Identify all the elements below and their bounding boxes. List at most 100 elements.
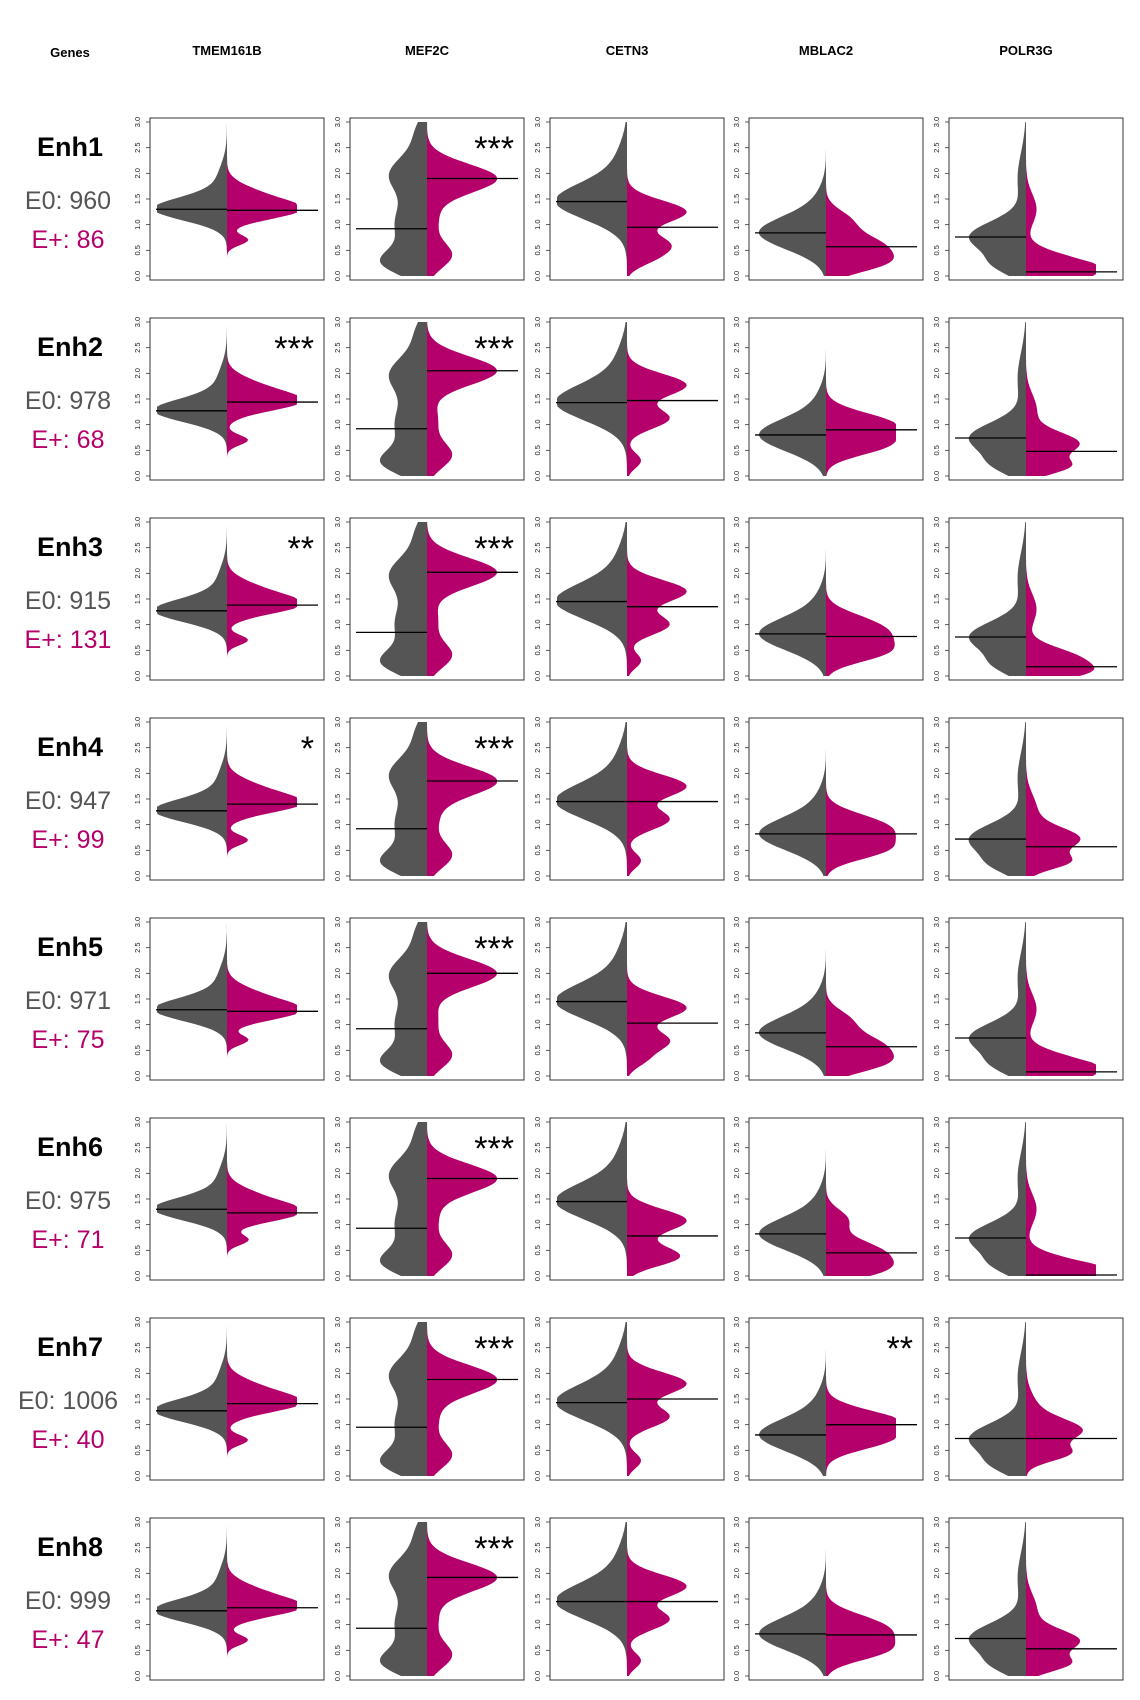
y-tick-label: 1.5 (732, 194, 741, 204)
y-tick-label: 3.0 (533, 917, 542, 927)
y-tick-label: 2.0 (333, 368, 342, 378)
significance-marker: * (301, 730, 314, 768)
y-tick-label: 1.0 (932, 619, 941, 629)
violin-e0 (968, 1122, 1026, 1276)
y-tick-label: 2.0 (333, 1168, 342, 1178)
y-tick-label: 2.5 (333, 542, 342, 552)
row-label-enh5: Enh5 (37, 932, 103, 962)
y-tick-label: 1.0 (133, 219, 142, 229)
y-tick-label: 2.0 (533, 1168, 542, 1178)
y-tick-label: 2.5 (333, 1342, 342, 1352)
y-tick-label: 1.0 (932, 1019, 941, 1029)
y-tick-label: 0.0 (533, 1471, 542, 1481)
violin-e0 (157, 1322, 227, 1476)
y-tick-label: 3.0 (533, 1317, 542, 1327)
e0-count: E0: 978 (25, 387, 111, 415)
y-tick-label: 1.0 (533, 1419, 542, 1429)
y-tick-label: 0.0 (133, 871, 142, 881)
violin-e0 (759, 322, 826, 476)
y-tick-label: 0.5 (133, 845, 142, 855)
violin-eplus (227, 122, 297, 276)
y-tick-label: 0.5 (333, 445, 342, 455)
violin-eplus (427, 522, 497, 676)
violin-eplus (627, 322, 687, 476)
violin-e0 (557, 1322, 627, 1476)
panel-enh3-tmem161b: 0.0 0.5 1.0 1.5 2.0 2.5 3.0 ** (133, 517, 325, 681)
y-tick-label: 1.0 (133, 619, 142, 629)
violin-eplus (627, 1122, 687, 1276)
y-tick-label: 2.0 (533, 768, 542, 778)
y-tick-label: 0.0 (333, 871, 342, 881)
y-tick-label: 3.0 (533, 317, 542, 327)
y-tick-label: 1.0 (932, 419, 941, 429)
y-tick-label: 2.0 (932, 1368, 941, 1378)
y-tick-label: 0.5 (732, 1645, 741, 1655)
y-tick-label: 3.0 (533, 1117, 542, 1127)
y-tick-label: 2.0 (932, 568, 941, 578)
violin-e0 (379, 1322, 427, 1476)
panel-enh7-tmem161b: 0.0 0.5 1.0 1.5 2.0 2.5 3.0 (133, 1317, 325, 1481)
eplus-count: E+: 75 (32, 1026, 105, 1054)
y-tick-label: 3.0 (533, 517, 542, 527)
y-tick-label: 0.0 (333, 671, 342, 681)
significance-marker: *** (274, 330, 314, 368)
row-label-enh1: Enh1 (37, 132, 103, 162)
y-tick-label: 1.5 (333, 994, 342, 1004)
y-tick-label: 1.5 (732, 994, 741, 1004)
eplus-count: E+: 47 (32, 1626, 105, 1654)
panel-enh7-polr3g: 0.0 0.5 1.0 1.5 2.0 2.5 3.0 (932, 1317, 1124, 1481)
y-tick-label: 0.5 (932, 645, 941, 655)
y-tick-label: 2.5 (133, 942, 142, 952)
violin-eplus (1026, 1122, 1096, 1276)
y-tick-label: 0.5 (932, 845, 941, 855)
y-tick-label: 2.5 (533, 942, 542, 952)
y-tick-label: 1.5 (533, 1394, 542, 1404)
y-tick-label: 3.0 (732, 1117, 741, 1127)
panel-enh7-cetn3: 0.0 0.5 1.0 1.5 2.0 2.5 3.0 (533, 1317, 725, 1481)
y-tick-label: 0.0 (932, 1271, 941, 1281)
y-tick-label: 0.5 (133, 1245, 142, 1255)
y-tick-label: 2.0 (533, 1568, 542, 1578)
y-tick-label: 1.5 (533, 1594, 542, 1604)
y-tick-label: 0.5 (333, 1645, 342, 1655)
y-tick-label: 0.5 (533, 445, 542, 455)
y-tick-label: 1.0 (732, 219, 741, 229)
y-tick-label: 0.5 (133, 645, 142, 655)
e0-count: E0: 915 (25, 587, 111, 615)
y-tick-label: 0.0 (133, 1071, 142, 1081)
violin-e0 (157, 322, 227, 476)
significance-marker: *** (474, 930, 514, 968)
y-tick-label: 3.0 (932, 117, 941, 127)
y-tick-label: 2.5 (732, 1542, 741, 1552)
violin-eplus (627, 922, 687, 1076)
panel-enh3-polr3g: 0.0 0.5 1.0 1.5 2.0 2.5 3.0 (932, 517, 1124, 681)
violin-e0 (157, 922, 227, 1076)
row-label-enh6: Enh6 (37, 1132, 103, 1162)
y-tick-label: 0.5 (533, 645, 542, 655)
y-tick-label: 2.5 (333, 342, 342, 352)
violin-eplus (1026, 722, 1081, 876)
y-tick-label: 0.0 (533, 1271, 542, 1281)
y-tick-label: 0.0 (333, 471, 342, 481)
y-tick-label: 2.0 (533, 168, 542, 178)
y-tick-label: 0.0 (932, 671, 941, 681)
y-tick-label: 1.5 (533, 594, 542, 604)
y-tick-label: 2.0 (732, 368, 741, 378)
violin-e0 (157, 522, 227, 676)
y-tick-label: 1.0 (333, 619, 342, 629)
violin-eplus (627, 122, 687, 276)
y-tick-label: 1.0 (333, 1419, 342, 1429)
y-tick-label: 1.0 (133, 1019, 142, 1029)
violin-e0 (379, 522, 427, 676)
y-tick-label: 3.0 (133, 117, 142, 127)
violin-e0 (557, 1122, 627, 1276)
y-tick-label: 3.0 (333, 917, 342, 927)
y-tick-label: 2.0 (732, 568, 741, 578)
y-tick-label: 2.5 (932, 1542, 941, 1552)
violin-eplus (227, 1522, 297, 1676)
violin-e0 (379, 1522, 427, 1676)
violin-e0 (557, 722, 627, 876)
violin-eplus (627, 522, 687, 676)
y-tick-label: 2.5 (932, 742, 941, 752)
